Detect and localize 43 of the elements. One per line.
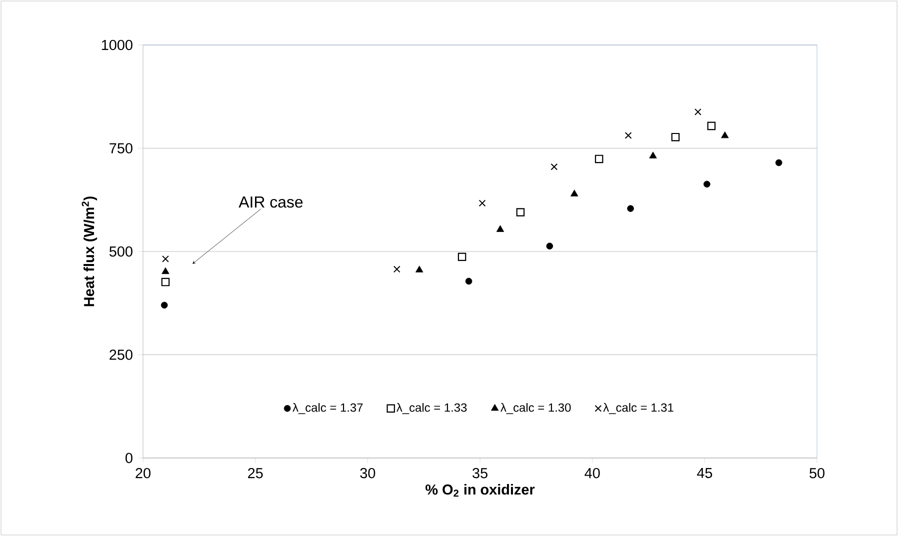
y-axis-title: Heat flux (W/m$^{2}$): [82, 196, 98, 306]
point: [550, 163, 558, 170]
point: [458, 252, 466, 261]
x-tick-label: 25: [248, 468, 263, 478]
point: [624, 132, 632, 139]
x-tick-label: 30: [360, 468, 376, 478]
point: [162, 267, 170, 274]
y-tick-label: 1000: [102, 40, 132, 50]
point: [671, 132, 680, 142]
y-tick-label: 250: [110, 350, 132, 360]
point: [694, 108, 702, 116]
annotation: AIR case: [238, 196, 303, 208]
x-tick-label: 45: [696, 468, 712, 478]
legend-label: λ_calc = 1.33: [396, 403, 467, 414]
x-tick-label: 20: [136, 468, 150, 478]
point: [704, 180, 710, 188]
point: [775, 159, 782, 166]
point: [160, 302, 168, 309]
point: [649, 152, 657, 158]
point: [496, 225, 504, 232]
legend-label: λ_calc = 1.37: [292, 403, 363, 414]
point: [627, 205, 634, 212]
point: [162, 255, 169, 262]
x-axis-title: % O$_{2}$ in oxidizer: [426, 484, 535, 497]
point: [478, 200, 486, 207]
point: [546, 242, 554, 250]
point: [393, 266, 400, 273]
x-tick-label: 50: [810, 468, 824, 478]
point: [416, 266, 424, 272]
point: [516, 208, 525, 216]
x-tick-label: 35: [472, 468, 488, 478]
y-tick-label: 0: [126, 452, 132, 464]
point: [465, 278, 472, 285]
point: [161, 278, 170, 286]
point: [594, 154, 604, 164]
point: [570, 190, 578, 196]
y-tick-label: 750: [110, 143, 132, 154]
point: [707, 122, 716, 130]
legend-label: λ_calc = 1.31: [603, 403, 674, 414]
legend-label: λ_calc = 1.30: [500, 403, 571, 414]
x-tick-label: 40: [584, 468, 600, 478]
point: [721, 131, 729, 138]
y-tick-label: 500: [109, 246, 132, 257]
